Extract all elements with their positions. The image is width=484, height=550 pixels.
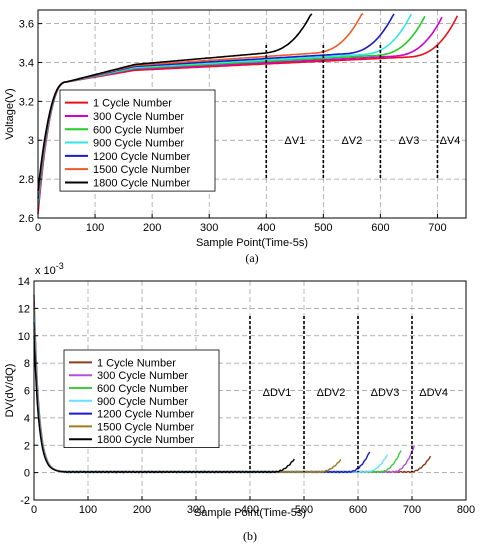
delta-marker-label: ΔDV2 <box>317 387 346 399</box>
chart-a-caption: (a) <box>245 251 258 265</box>
x-tick-label: 500 <box>295 504 313 516</box>
x-tick-label: 100 <box>79 504 97 516</box>
delta-marker-label: ΔDV4 <box>419 387 448 399</box>
chart-a-markers: ΔV1 ΔV2 ΔV3 ΔV4 <box>265 45 461 180</box>
legend-label: 1800 Cycle Number <box>97 434 195 446</box>
legend-label: 900 Cycle Number <box>97 396 188 408</box>
x-tick-label: 200 <box>143 222 161 234</box>
chart-a-y-axis-label: Voltage(V) <box>4 88 16 139</box>
chart-b-exponent-power: -3 <box>56 261 64 271</box>
delta-marker-label: ΔV4 <box>440 135 461 147</box>
x-tick-label: 800 <box>457 504 475 516</box>
y-tick-label: 4 <box>24 413 30 425</box>
x-tick-label: 300 <box>200 222 218 234</box>
delta-marker-label: ΔV2 <box>341 135 362 147</box>
x-tick-label: 700 <box>428 222 446 234</box>
legend-label: 1800 Cycle Number <box>93 177 191 189</box>
legend-label: 1500 Cycle Number <box>93 164 191 176</box>
x-tick-label: 600 <box>349 504 367 516</box>
x-tick-label: 600 <box>371 222 389 234</box>
legend-label: 900 Cycle Number <box>93 138 184 150</box>
chart-a-plot-frame <box>37 9 467 219</box>
y-tick-label: 10 <box>18 331 30 343</box>
x-tick-label: 100 <box>86 222 104 234</box>
legend-label: 1200 Cycle Number <box>97 409 195 421</box>
legend-label: 300 Cycle Number <box>97 370 188 382</box>
x-tick-label: 300 <box>187 504 205 516</box>
delta-marker-label: ΔV3 <box>399 135 420 147</box>
legend-label: 1 Cycle Number <box>97 357 176 369</box>
chart-b: ΔDV1 ΔDV2 ΔDV3 ΔDV4 0 100 200 300 400 500 600 700 8… <box>4 261 475 543</box>
chart-a-y-ticks: 2.6 2.8 3 3.2 3.4 3.6 <box>19 19 42 225</box>
legend-label: 1500 Cycle Number <box>97 421 195 433</box>
legend-label: 1 Cycle Number <box>93 98 172 110</box>
chart-a: ΔV1 ΔV2 ΔV3 ΔV4 0 100 200 300 400 500 600 700 2.62… <box>4 9 467 265</box>
y-tick-label: -2 <box>20 495 30 507</box>
x-tick-label: 400 <box>241 504 259 516</box>
chart-a-x-axis-label: Sample Point(Time-5s) <box>196 237 308 249</box>
delta-marker-label: ΔDV1 <box>263 387 292 399</box>
legend-label: 1200 Cycle Number <box>93 151 191 163</box>
chart-b-x-ticks: 0 100 200 300 400 500 600 700 800 <box>31 496 475 516</box>
chart-b-y-ticks: -2 0 2 4 6 8 10 12 14 <box>18 276 38 507</box>
y-tick-label: 2.8 <box>19 174 34 186</box>
legend-label: 600 Cycle Number <box>93 124 184 136</box>
chart-b-caption: (b) <box>243 529 257 543</box>
x-tick-label: 200 <box>133 504 151 516</box>
y-tick-label: 14 <box>18 276 30 288</box>
y-tick-label: 3.2 <box>19 96 34 108</box>
x-tick-label: 700 <box>403 504 421 516</box>
y-tick-label: 6 <box>24 386 30 398</box>
y-tick-label: 3.4 <box>19 57 34 69</box>
y-tick-label: 12 <box>18 303 30 315</box>
chart-b-markers: ΔDV1 ΔDV2 ΔDV3 ΔDV4 <box>249 316 448 472</box>
legend-label: 300 Cycle Number <box>93 111 184 123</box>
x-tick-label: 0 <box>31 504 37 516</box>
chart-b-y-axis-label: DV(dV/dQ) <box>4 364 16 418</box>
x-tick-label: 400 <box>257 222 275 234</box>
legend-box <box>63 349 220 448</box>
y-tick-label: 3.6 <box>19 19 34 31</box>
delta-marker-label: ΔDV3 <box>371 387 400 399</box>
y-tick-label: 0 <box>24 468 30 480</box>
chart-b-x-axis-label: Sample Point(Time-5s) <box>194 507 306 519</box>
chart-a-x-ticks: 0 100 200 300 400 500 600 700 <box>35 214 447 234</box>
chart-b-exponent-label: x 10-3 <box>35 261 64 277</box>
dv-series-line <box>33 335 295 474</box>
chart-b-exponent-base: x 10 <box>35 265 56 277</box>
y-tick-label: 2.6 <box>19 213 34 225</box>
chart-b-series <box>33 294 432 474</box>
y-tick-label: 3 <box>28 135 34 147</box>
y-tick-label: 8 <box>24 358 30 370</box>
x-tick-label: 0 <box>35 222 41 234</box>
legend-box <box>59 89 216 192</box>
delta-marker-label: ΔV1 <box>284 135 305 147</box>
legend-label: 600 Cycle Number <box>97 383 188 395</box>
y-tick-label: 2 <box>24 440 30 452</box>
x-tick-label: 500 <box>314 222 332 234</box>
